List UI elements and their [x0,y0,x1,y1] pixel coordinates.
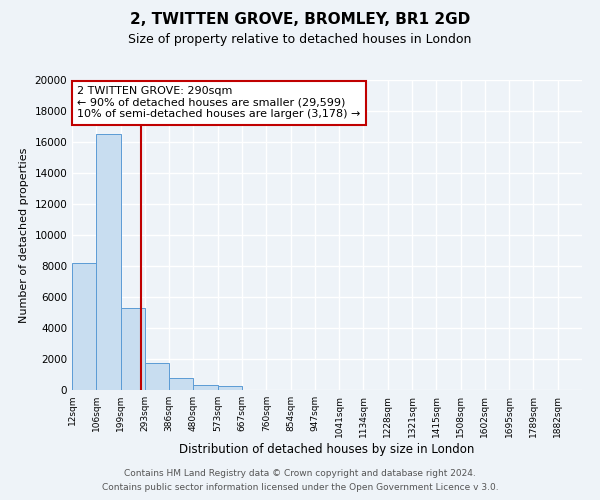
Bar [193,386,218,390]
Bar [145,363,169,390]
Bar [169,378,193,390]
Bar [96,134,121,390]
Text: Size of property relative to detached houses in London: Size of property relative to detached ho… [128,32,472,46]
Text: 2 TWITTEN GROVE: 290sqm
← 90% of detached houses are smaller (29,599)
10% of sem: 2 TWITTEN GROVE: 290sqm ← 90% of detache… [77,86,361,120]
Bar [121,308,145,390]
Text: 2, TWITTEN GROVE, BROMLEY, BR1 2GD: 2, TWITTEN GROVE, BROMLEY, BR1 2GD [130,12,470,28]
Y-axis label: Number of detached properties: Number of detached properties [19,148,29,322]
Bar [72,263,96,390]
Bar [218,386,242,390]
X-axis label: Distribution of detached houses by size in London: Distribution of detached houses by size … [179,442,475,456]
Text: Contains public sector information licensed under the Open Government Licence v : Contains public sector information licen… [101,484,499,492]
Text: Contains HM Land Registry data © Crown copyright and database right 2024.: Contains HM Land Registry data © Crown c… [124,468,476,477]
